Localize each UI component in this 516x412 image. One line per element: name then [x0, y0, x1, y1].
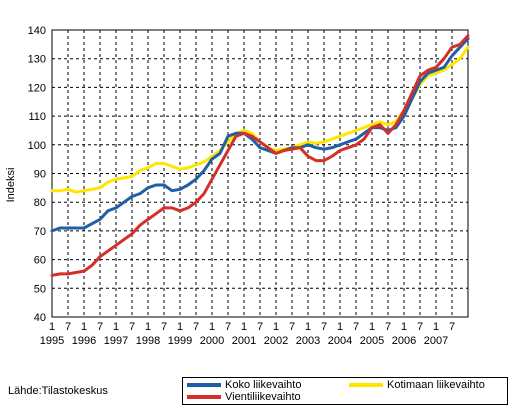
x-tick-month: 1	[273, 321, 279, 333]
x-tick-year: 2005	[360, 335, 384, 347]
x-tick-year: 2000	[200, 335, 224, 347]
legend-label-vienti: Vientiliikevaihto	[225, 391, 301, 403]
x-tick-year: 2004	[328, 335, 352, 347]
legend-item-koko: Koko liikevaihto	[187, 379, 301, 391]
y-tick-label: 50	[34, 283, 46, 295]
x-tick-month: 1	[209, 321, 215, 333]
x-tick-year: 1997	[104, 335, 128, 347]
x-tick-month: 7	[97, 321, 103, 333]
series-line-2	[50, 34, 470, 277]
x-tick-month: 1	[81, 321, 87, 333]
x-tick-year: 1998	[136, 335, 160, 347]
x-tick-month: 7	[417, 321, 423, 333]
y-tick-label: 110	[28, 111, 46, 123]
x-tick-year: 1995	[40, 335, 64, 347]
x-tick-year: 1999	[168, 335, 192, 347]
y-axis-label: Indeksi	[5, 168, 17, 203]
legend-label-kotimaan: Kotimaan liikevaihto	[387, 379, 485, 391]
x-tick-year: 2003	[296, 335, 320, 347]
source-note: Lähde:Tilastokeskus	[8, 385, 108, 397]
x-tick-month: 7	[161, 321, 167, 333]
grid-lines	[52, 30, 468, 317]
x-tick-month: 7	[353, 321, 359, 333]
x-tick-month: 7	[193, 321, 199, 333]
x-tick-month: 1	[177, 321, 183, 333]
x-tick-month: 7	[257, 321, 263, 333]
x-tick-month: 7	[321, 321, 327, 333]
x-tick-month: 1	[241, 321, 247, 333]
legend-label-koko: Koko liikevaihto	[225, 379, 302, 391]
y-tick-label: 100	[28, 140, 46, 152]
x-tick-year: 2001	[232, 335, 256, 347]
x-tick-month: 7	[65, 321, 71, 333]
x-tick-year: 2006	[392, 335, 416, 347]
x-tick-year: 2002	[264, 335, 288, 347]
x-tick-month: 7	[385, 321, 391, 333]
legend-swatch-koko	[187, 383, 221, 388]
x-tick-month: 1	[401, 321, 407, 333]
x-tick-month: 1	[305, 321, 311, 333]
x-tick-month: 1	[113, 321, 119, 333]
x-tick-month: 7	[225, 321, 231, 333]
series-line-0	[50, 37, 470, 233]
legend-item-vienti: Vientiliikevaihto	[187, 391, 301, 403]
y-tick-label: 90	[34, 169, 46, 181]
y-axis: 40 50 60 70 80 90 100 110 120 130 140	[28, 25, 46, 324]
x-tick-month: 7	[449, 321, 455, 333]
y-tick-label: 130	[28, 54, 46, 66]
x-tick-year: 1996	[72, 335, 96, 347]
x-tick-month: 1	[145, 321, 151, 333]
x-tick-year: 2007	[424, 335, 448, 347]
x-tick-month: 1	[433, 321, 439, 333]
y-tick-label: 40	[34, 312, 46, 324]
plot-area	[51, 29, 469, 318]
y-tick-label: 70	[34, 226, 46, 238]
series-lines	[50, 34, 470, 277]
y-tick-label: 120	[28, 82, 46, 94]
y-tick-label: 60	[34, 255, 46, 267]
y-tick-label: 80	[34, 197, 46, 209]
x-tick-month: 7	[129, 321, 135, 333]
x-tick-month: 7	[289, 321, 295, 333]
legend-item-kotimaan: Kotimaan liikevaihto	[349, 379, 485, 391]
legend-swatch-vienti	[187, 395, 221, 400]
x-tick-month: 1	[337, 321, 343, 333]
x-tick-month: 1	[49, 321, 55, 333]
x-tick-month: 1	[369, 321, 375, 333]
legend: Koko liikevaihto Kotimaan liikevaihto Vi…	[182, 377, 508, 405]
y-tick-label: 140	[28, 25, 46, 37]
legend-swatch-kotimaan	[349, 383, 383, 388]
